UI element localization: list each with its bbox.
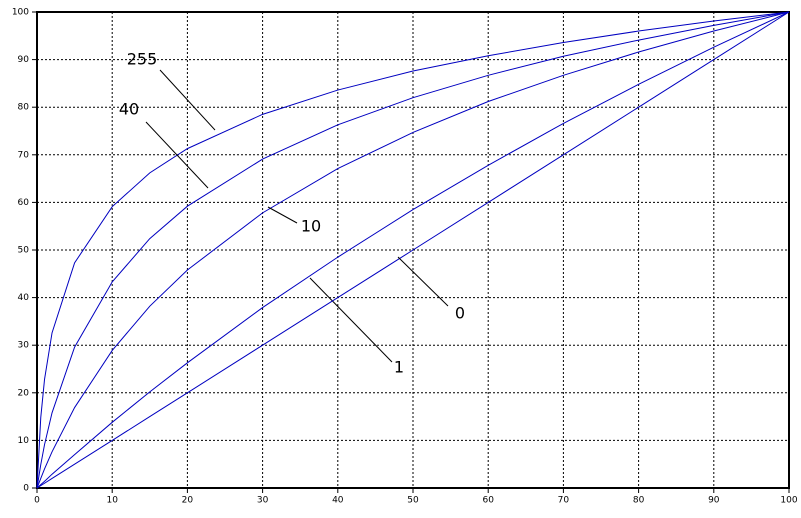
series-line [36,11,790,489]
y-tick-label: 0 [23,484,29,494]
leader-line [145,121,209,189]
y-tick-label: 100 [12,8,29,18]
curve-label: 40 [119,100,139,119]
curve-label: 10 [301,217,321,236]
leader-line [159,69,216,131]
plot-frame [36,11,790,489]
x-tick-label: 40 [332,496,344,506]
x-tick-label: 70 [558,496,570,506]
y-tick-label: 30 [18,341,30,351]
x-tick-label: 60 [482,496,494,506]
series-line [36,11,790,489]
y-tick-label: 40 [18,293,30,303]
curve-label: 255 [127,50,158,69]
series-line [36,11,790,489]
x-tick-label: 90 [708,496,720,506]
y-tick-label: 20 [18,388,30,398]
y-tick-label: 80 [18,103,30,113]
x-tick-label: 100 [780,496,797,506]
leader-line [397,256,449,307]
x-tick-label: 20 [182,496,194,506]
y-tick-label: 70 [18,150,30,160]
x-tick-label: 30 [257,496,269,506]
y-tick-label: 10 [18,436,30,446]
leader-line [267,206,298,224]
x-tick-label: 10 [106,496,118,506]
x-tick-label: 50 [407,496,419,506]
x-tick-label: 0 [34,496,40,506]
series-line [36,11,790,489]
x-tick-label: 80 [633,496,645,506]
y-tick-label: 60 [18,198,30,208]
y-tick-label: 50 [18,246,30,256]
series-line [36,11,790,489]
y-tick-label: 90 [18,55,30,65]
leader-line [309,277,393,363]
curve-label: 1 [394,358,404,377]
curve-label: 0 [455,304,465,323]
